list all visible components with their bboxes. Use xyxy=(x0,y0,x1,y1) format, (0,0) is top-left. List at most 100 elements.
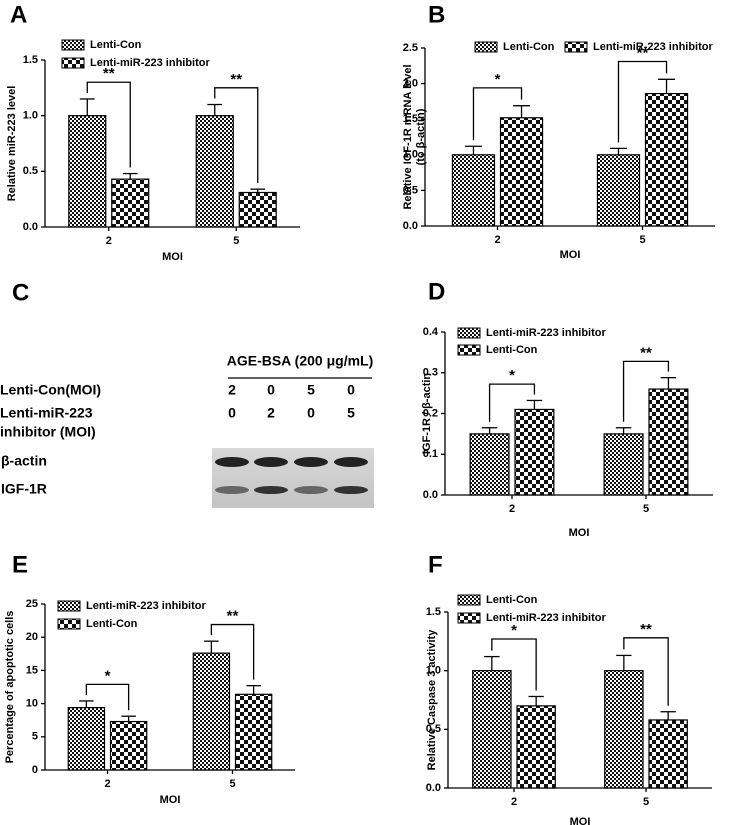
chart-panel: D 0.0 0.1 0.2 0.3 0.4 IGF-1R / β-actin MOI 2 * 5 **… xyxy=(421,278,713,539)
legend-label: Lenti-Con xyxy=(90,39,142,51)
legend-label: Lenti-Con xyxy=(486,344,538,356)
error-bar xyxy=(465,145,482,155)
bar xyxy=(514,408,555,496)
y-tick-label: 5 xyxy=(32,731,38,743)
x-tick-label: 5 xyxy=(643,796,649,808)
error-bar xyxy=(660,711,676,720)
error-bar xyxy=(207,103,223,116)
bar xyxy=(648,388,689,496)
chart-panel: B 0.0 0.5 1.0 1.5 2.0 2.5 Relative IGF-1R mRNA … xyxy=(402,1,715,261)
significance-label: ** xyxy=(227,608,239,625)
legend-swatch xyxy=(457,344,481,356)
error-bar xyxy=(79,98,95,116)
x-axis-label: MOI xyxy=(162,251,183,263)
y-tick-label: 1.5 xyxy=(403,113,418,125)
significance-bracket xyxy=(488,383,536,422)
error-bar xyxy=(481,427,498,434)
y-tick-label: 20 xyxy=(26,631,38,643)
error-bar xyxy=(121,715,136,722)
band xyxy=(294,457,328,467)
legend-label: Lenti-miR-223 inhibitor xyxy=(486,612,607,624)
panel-letter: D xyxy=(428,278,445,305)
bar xyxy=(516,705,556,789)
x-tick-label: 2 xyxy=(104,778,110,790)
panel-letter: A xyxy=(10,1,27,28)
row-label: Lenti-Con(MOI) xyxy=(0,382,101,398)
row-value: 0 xyxy=(307,405,315,421)
x-tick-label: 5 xyxy=(229,778,235,790)
x-tick-label: 2 xyxy=(509,503,515,515)
bar xyxy=(596,154,641,227)
x-tick-label: 2 xyxy=(494,234,500,246)
band xyxy=(215,486,249,494)
legend-swatch xyxy=(457,612,481,624)
y-axis-label: IGF-1R / β-actin xyxy=(421,373,433,455)
y-axis-label: Percentage of apoptotic cells xyxy=(4,611,16,764)
x-tick-label: 2 xyxy=(511,796,517,808)
blot-image xyxy=(212,448,374,508)
y-tick-label: 0.4 xyxy=(423,326,439,338)
row-value: 2 xyxy=(228,382,236,398)
y-tick-label: 0.5 xyxy=(403,184,418,196)
bar xyxy=(644,92,689,227)
y-tick-label: 0.0 xyxy=(23,221,38,233)
error-bar xyxy=(204,640,219,654)
row-value: 5 xyxy=(347,405,355,421)
y-axis-label: Relative Caspase 3 activity xyxy=(426,629,438,771)
band xyxy=(254,486,288,494)
row-label: Lenti-miR-223 xyxy=(0,405,93,421)
significance-label: ** xyxy=(230,71,242,88)
y-axis-label: Relative miR-223 level xyxy=(6,86,18,202)
error-bar xyxy=(79,700,94,708)
bar xyxy=(234,693,273,771)
error-bar xyxy=(528,695,544,706)
band xyxy=(334,486,368,494)
significance-bracket xyxy=(85,683,130,711)
legend-swatch xyxy=(564,41,588,53)
y-tick-label: 0.5 xyxy=(426,723,441,735)
band-label: β-actin xyxy=(1,453,47,469)
significance-label: * xyxy=(495,71,501,88)
significance-label: * xyxy=(105,667,111,684)
panel-letter: B xyxy=(428,1,445,28)
legend-swatch xyxy=(474,41,498,53)
band xyxy=(215,457,249,467)
error-bar xyxy=(615,427,632,434)
y-tick-label: 0.1 xyxy=(423,448,438,460)
significance-label: ** xyxy=(640,344,652,361)
bar xyxy=(109,720,148,771)
y-axis-label: (to β-actin) xyxy=(415,108,427,165)
significance-bracket xyxy=(86,81,131,168)
bar xyxy=(68,115,107,228)
row-value: 2 xyxy=(267,405,275,421)
row-label: inhibitor (MOI) xyxy=(0,424,96,440)
error-bar xyxy=(122,172,138,180)
y-axis-label: Relative IGF-1R mRNA level xyxy=(402,64,414,209)
bar xyxy=(192,652,231,771)
legend-swatch xyxy=(57,600,81,612)
significance-label: * xyxy=(509,367,515,384)
y-tick-label: 1.0 xyxy=(426,665,441,677)
bar xyxy=(604,670,644,789)
blot-header: AGE-BSA (200 μg/mL) xyxy=(227,353,374,369)
x-axis-label: MOI xyxy=(570,816,591,825)
y-tick-label: 1.0 xyxy=(23,110,38,122)
error-bar xyxy=(660,376,677,390)
x-axis-label: MOI xyxy=(560,249,581,261)
legend-label: Lenti-Con xyxy=(503,41,555,53)
bar xyxy=(195,115,234,228)
legend-swatch xyxy=(61,57,85,69)
panel-letter: C xyxy=(12,279,29,306)
x-axis-label: MOI xyxy=(569,527,590,539)
bar xyxy=(67,706,106,771)
y-tick-label: 1.5 xyxy=(23,54,38,66)
significance-label: ** xyxy=(637,44,649,61)
error-bar xyxy=(658,78,675,94)
blot-panel: C AGE-BSA (200 μg/mL) Lenti-Con(MOI) 2 0 5 0 Le… xyxy=(0,279,374,508)
bar xyxy=(111,178,150,228)
row-value: 5 xyxy=(307,382,315,398)
legend-swatch xyxy=(457,594,481,606)
significance-label: ** xyxy=(640,621,652,638)
legend-label: Lenti-miR-223 inhibitor xyxy=(86,600,207,612)
y-tick-label: 10 xyxy=(26,698,38,710)
